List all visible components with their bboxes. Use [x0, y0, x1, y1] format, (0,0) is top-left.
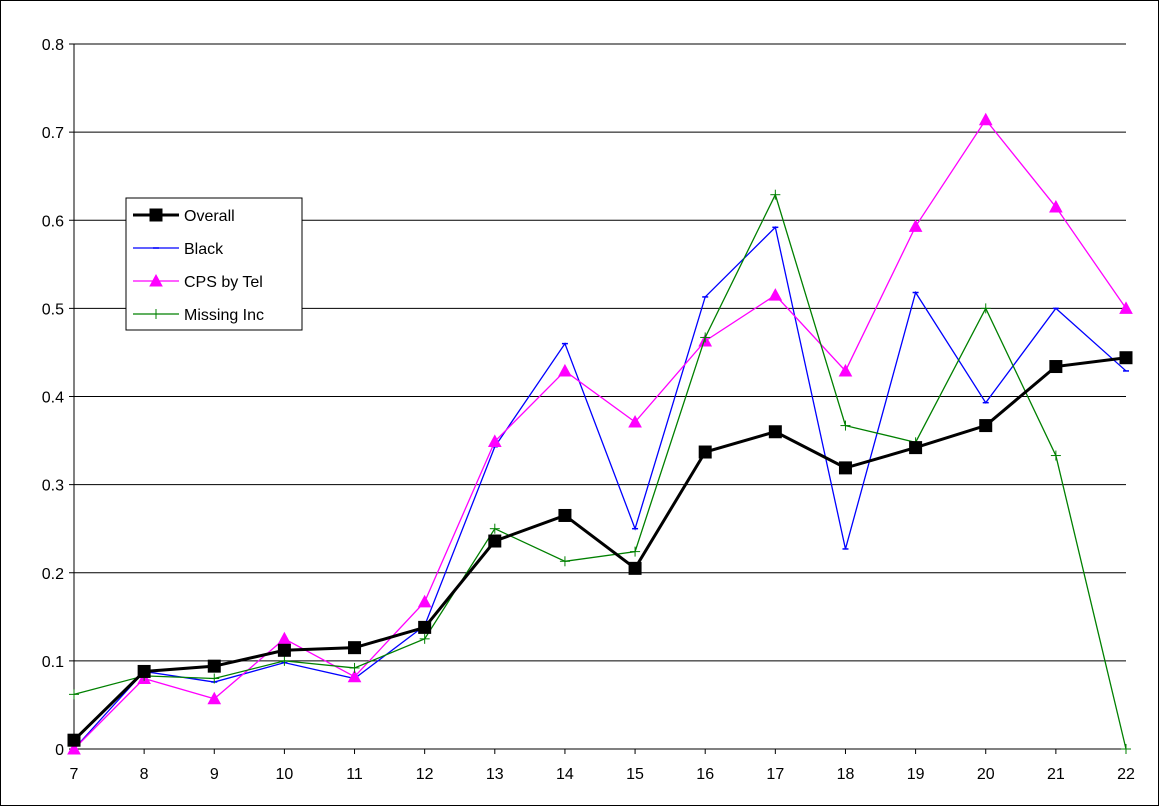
data-point-overall: [628, 561, 642, 575]
data-point-cps-by-tel: [838, 363, 853, 377]
x-tick-label: 7: [70, 766, 79, 783]
x-tick-label: 21: [1047, 766, 1065, 783]
y-tick-label: 0.3: [42, 478, 64, 495]
data-point-missing-inc: [1050, 450, 1061, 461]
legend-item-cps-by-tel: CPS by Tel: [133, 273, 263, 291]
data-point-cps-by-tel: [487, 434, 502, 447]
data-point-missing-inc: [209, 673, 220, 684]
data-point-cps-by-tel: [1049, 199, 1063, 213]
x-tick-label: 19: [907, 766, 925, 783]
data-point-missing-inc: [279, 655, 290, 666]
x-tick-label: 17: [766, 766, 784, 783]
data-point-overall: [207, 659, 221, 673]
legend-marker: [149, 273, 163, 287]
x-tick-label: 16: [696, 766, 714, 783]
data-point-missing-inc: [489, 523, 500, 534]
axes: 0 0.1 0.2 0.3 0.4 0.5 0.6 0.7 0.8 7 8 9 10 11 12 13 14 15…: [42, 37, 1135, 783]
data-point-cps-by-tel: [347, 669, 362, 683]
legend-label: Black: [184, 241, 224, 258]
data-point-overall: [348, 641, 362, 655]
legend-label: Missing Inc: [184, 307, 264, 324]
legend-marker: [151, 309, 161, 319]
data-point-missing-inc: [630, 546, 641, 557]
x-tick-label: 12: [416, 766, 434, 783]
data-point-cps-by-tel: [417, 594, 432, 608]
x-tick-label: 20: [977, 766, 995, 783]
x-tick-label: 15: [626, 766, 644, 783]
y-tick-label: 0.7: [42, 125, 64, 142]
data-point-overall: [137, 664, 151, 678]
data-point-overall: [979, 419, 993, 433]
data-point-cps-by-tel: [628, 415, 642, 428]
data-point-cps-by-tel: [207, 691, 222, 705]
series-line-missing-inc: [73, 192, 1127, 750]
data-point-missing-inc: [559, 556, 570, 567]
series-overall: [67, 351, 1133, 747]
data-point-cps-by-tel: [1119, 301, 1133, 314]
legend-item-overall: Overall: [133, 208, 235, 225]
data-point-overall: [488, 534, 502, 548]
x-tick-label: 22: [1117, 766, 1135, 783]
data-point-overall: [418, 620, 432, 634]
legend-label: CPS by Tel: [184, 274, 263, 291]
y-tick-label: 0: [55, 742, 64, 759]
x-tick-label: 13: [486, 766, 504, 783]
data-point-cps-by-tel: [558, 363, 572, 377]
data-point-cps-by-tel: [978, 112, 993, 126]
data-point-missing-inc: [1121, 744, 1131, 754]
series-missing-inc: [69, 189, 1131, 754]
data-point-missing-inc: [770, 189, 781, 200]
data-point-overall: [277, 643, 291, 657]
y-tick-label: 0.8: [42, 37, 64, 54]
x-tick-label: 11: [346, 766, 363, 783]
series-group: [67, 112, 1133, 755]
data-point-cps-by-tel: [768, 288, 783, 301]
data-point-overall: [909, 441, 923, 455]
data-point-missing-inc: [700, 332, 711, 343]
data-point-overall: [1119, 351, 1133, 365]
x-tick-label: 8: [140, 766, 149, 783]
data-point-missing-inc: [69, 689, 79, 700]
y-tick-label: 0.5: [42, 301, 64, 318]
x-tick-label: 10: [276, 766, 294, 783]
y-tick-label: 0.6: [42, 213, 64, 230]
legend-marker: [149, 208, 163, 222]
legend-label: Overall: [184, 208, 235, 225]
data-point-missing-inc: [840, 420, 851, 431]
data-point-cps-by-tel: [908, 219, 923, 232]
data-point-overall: [838, 461, 852, 475]
data-point-overall: [698, 445, 712, 459]
y-tick-label: 0.4: [42, 390, 64, 407]
data-point-missing-inc: [980, 303, 991, 314]
legend: Overall Black CPS by Tel Missing Inc: [125, 197, 303, 331]
legend-item-missing-inc: Missing Inc: [133, 307, 264, 324]
y-tick-label: 0.2: [42, 566, 64, 583]
data-point-overall: [558, 508, 572, 522]
series-cps-by-tel: [67, 112, 1133, 755]
series-line-cps-by-tel: [73, 118, 1127, 750]
series-line-black: [73, 226, 1127, 750]
data-point-missing-inc: [349, 662, 360, 673]
data-point-overall: [1049, 360, 1063, 374]
x-tick-label: 18: [837, 766, 855, 783]
x-tick-label: 14: [556, 766, 574, 783]
x-tick-label: 9: [210, 766, 219, 783]
series-line-overall: [72, 356, 1127, 742]
data-point-overall: [67, 733, 81, 747]
legend-item-black: Black: [133, 241, 224, 258]
data-point-cps-by-tel: [67, 741, 81, 755]
y-tick-label: 0.1: [42, 654, 64, 671]
data-point-missing-inc: [419, 633, 430, 644]
data-point-overall: [768, 425, 782, 439]
